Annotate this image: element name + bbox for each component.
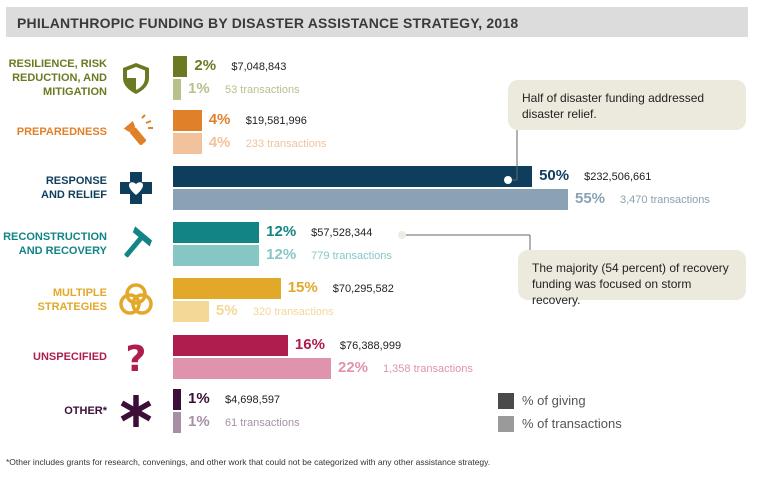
bar-transactions-unspecified xyxy=(173,358,331,379)
callout-recovery: The majority (54 percent) of recovery fu… xyxy=(518,250,746,307)
amount-transactions-other: 61 transactions xyxy=(225,417,300,429)
svg-text:?: ? xyxy=(126,339,147,375)
pct-transactions-resilience: 1% xyxy=(188,80,210,97)
category-label-preparedness: PREPAREDNESS xyxy=(16,126,107,138)
amount-transactions-multiple: 320 transactions xyxy=(252,306,334,318)
amount-giving-other: $4,698,597 xyxy=(225,394,281,406)
amount-giving-multiple: $70,295,582 xyxy=(332,283,394,295)
amount-transactions-preparedness: 233 transactions xyxy=(245,138,327,150)
bar-giving-unspecified xyxy=(173,335,288,356)
pct-transactions-response: 55% xyxy=(575,190,606,207)
bar-giving-multiple xyxy=(173,278,281,299)
callout-relief-text: Half of disaster funding addressed disas… xyxy=(522,91,705,121)
pct-giving-response: 50% xyxy=(539,167,570,184)
legend-label-transactions: % of transactions xyxy=(522,416,622,431)
shield-icon xyxy=(118,60,154,101)
amount-giving-resilience: $7,048,843 xyxy=(231,61,287,73)
medical-heart-icon xyxy=(118,170,154,211)
amount-transactions-resilience: 53 transactions xyxy=(225,84,300,96)
bar-transactions-other xyxy=(173,412,181,433)
amount-transactions-unspecified: 1,358 transactions xyxy=(383,363,473,375)
footnote: *Other includes grants for research, con… xyxy=(6,457,491,467)
pct-giving-unspecified: 16% xyxy=(294,336,325,353)
category-label-other: OTHER* xyxy=(64,405,107,417)
title-bar: PHILANTHROPIC FUNDING BY DISASTER ASSIST… xyxy=(6,7,748,37)
bar-giving-reconstruction xyxy=(173,222,260,243)
bar-transactions-resilience xyxy=(173,79,181,100)
question-icon: ? xyxy=(118,339,154,380)
callout-relief: Half of disaster funding addressed disas… xyxy=(508,80,746,130)
bar-transactions-multiple xyxy=(173,301,209,322)
bar-giving-other xyxy=(173,389,181,410)
legend-swatch-giving xyxy=(498,393,514,409)
category-label-reconstruction: RECONSTRUCTION AND RECOVERY xyxy=(3,231,107,257)
amount-giving-unspecified: $76,388,999 xyxy=(339,340,402,352)
bar-giving-resilience xyxy=(173,56,188,77)
pct-transactions-preparedness: 4% xyxy=(208,134,231,151)
amount-transactions-reconstruction: 779 transactions xyxy=(311,250,392,262)
bar-transactions-response xyxy=(173,189,568,210)
bar-transactions-reconstruction xyxy=(173,245,260,266)
pct-giving-other: 1% xyxy=(188,390,210,407)
amount-giving-response: $232,506,661 xyxy=(584,171,652,183)
pct-transactions-multiple: 5% xyxy=(215,302,238,319)
amount-transactions-response: 3,470 transactions xyxy=(620,194,710,206)
category-label-unspecified: UNSPECIFIED xyxy=(33,351,107,363)
pct-transactions-other: 1% xyxy=(188,413,210,430)
legend-label-giving: % of giving xyxy=(522,393,586,408)
asterisk-icon xyxy=(118,393,154,434)
pct-giving-preparedness: 4% xyxy=(208,111,231,128)
bar-giving-preparedness xyxy=(173,110,202,131)
chart-title: PHILANTHROPIC FUNDING BY DISASTER ASSIST… xyxy=(17,15,519,31)
legend-swatch-transactions xyxy=(498,416,514,432)
pct-giving-reconstruction: 12% xyxy=(266,223,297,240)
pct-giving-multiple: 15% xyxy=(287,279,318,296)
pct-giving-resilience: 2% xyxy=(194,57,217,74)
bar-giving-response xyxy=(173,166,533,187)
callout-recovery-text: The majority (54 percent) of recovery fu… xyxy=(532,261,729,307)
recovery-connector-dot xyxy=(398,231,406,239)
category-label-response: RESPONSE AND RELIEF xyxy=(41,175,107,201)
hammer-icon xyxy=(118,226,154,267)
category-label-multiple: MULTIPLE STRATEGIES xyxy=(37,287,107,313)
venn-icon xyxy=(118,282,154,323)
category-label-resilience: RESILIENCE, RISK REDUCTION, AND MITIGATI… xyxy=(8,58,107,98)
amount-giving-preparedness: $19,581,996 xyxy=(245,115,307,127)
bar-transactions-preparedness xyxy=(173,133,202,154)
amount-giving-reconstruction: $57,528,344 xyxy=(311,227,373,239)
flashlight-icon xyxy=(118,114,154,155)
pct-transactions-unspecified: 22% xyxy=(338,359,369,376)
pct-transactions-reconstruction: 12% xyxy=(266,246,297,263)
